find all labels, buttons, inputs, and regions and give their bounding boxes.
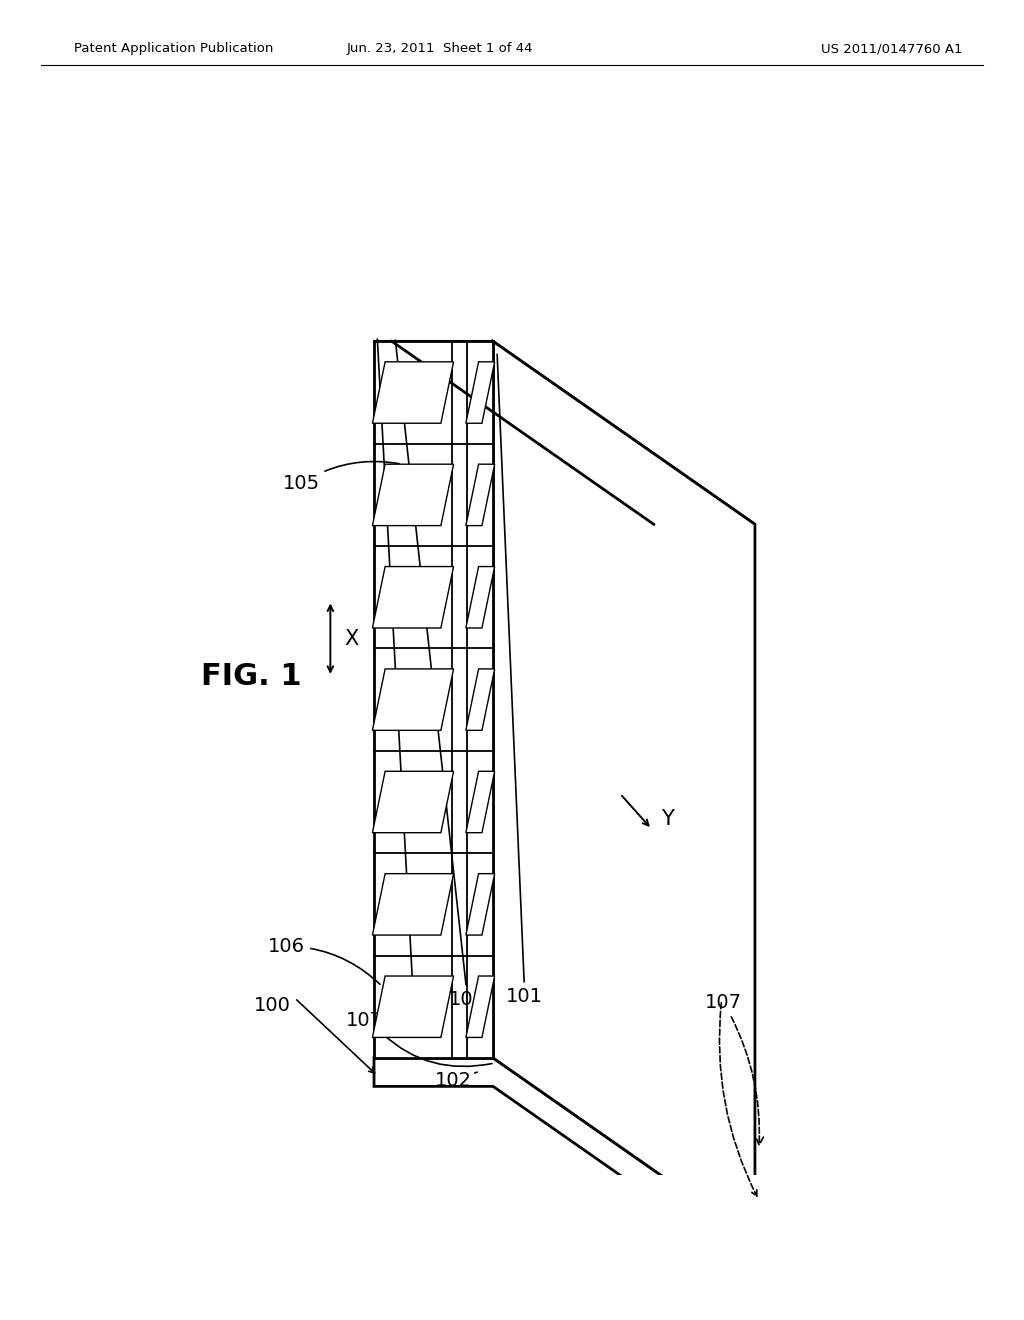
- Polygon shape: [373, 669, 454, 730]
- Polygon shape: [466, 465, 495, 525]
- Text: 103: 103: [395, 341, 486, 1010]
- Text: 100: 100: [254, 995, 291, 1015]
- Text: 104: 104: [377, 339, 432, 1014]
- Polygon shape: [374, 1057, 755, 1270]
- Polygon shape: [373, 566, 454, 628]
- Text: 105: 105: [283, 462, 399, 494]
- Polygon shape: [374, 342, 494, 1057]
- Text: X: X: [345, 628, 358, 648]
- Polygon shape: [373, 874, 454, 935]
- Text: US 2011/0147760 A1: US 2011/0147760 A1: [821, 42, 963, 55]
- Polygon shape: [373, 975, 454, 1038]
- Text: Jun. 23, 2011  Sheet 1 of 44: Jun. 23, 2011 Sheet 1 of 44: [347, 42, 534, 55]
- Text: 102: 102: [435, 1071, 477, 1090]
- Text: 107a: 107a: [346, 1011, 492, 1067]
- Polygon shape: [373, 771, 454, 833]
- Polygon shape: [494, 342, 755, 1241]
- Text: 106: 106: [268, 937, 380, 985]
- Polygon shape: [466, 874, 495, 935]
- Text: Y: Y: [662, 809, 674, 829]
- Polygon shape: [466, 975, 495, 1038]
- Polygon shape: [466, 566, 495, 628]
- Polygon shape: [373, 465, 454, 525]
- Polygon shape: [466, 669, 495, 730]
- Polygon shape: [466, 771, 495, 833]
- Text: FIG. 1: FIG. 1: [201, 663, 302, 692]
- Text: Patent Application Publication: Patent Application Publication: [74, 42, 273, 55]
- Polygon shape: [373, 362, 454, 424]
- Polygon shape: [374, 342, 755, 524]
- Text: 107: 107: [705, 993, 763, 1144]
- Polygon shape: [466, 362, 495, 424]
- Text: 101: 101: [497, 354, 544, 1006]
